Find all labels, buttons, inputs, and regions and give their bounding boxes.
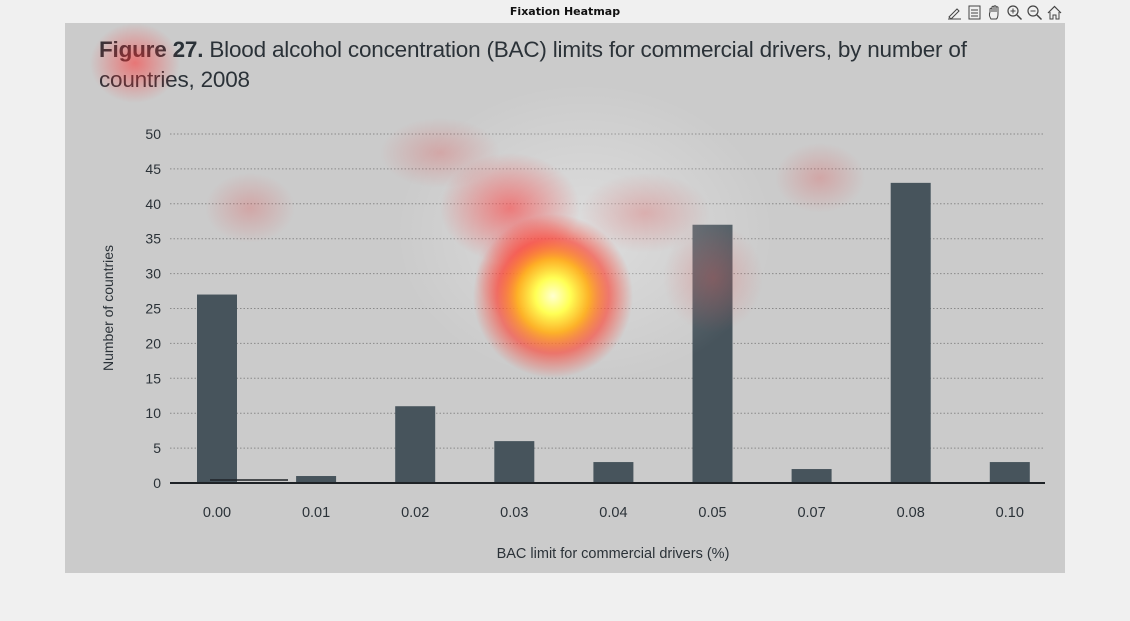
x-tick-label: 0.03 bbox=[500, 505, 528, 521]
x-tick-label: 0.01 bbox=[302, 505, 330, 521]
y-tick-label: 0 bbox=[153, 475, 161, 491]
x-tick-label: 0.05 bbox=[698, 505, 726, 521]
bar-chart: 0 5 10 15 20 25 30 35 40 45 50 0.00 0.01 0.02 0.03 0.04… bbox=[100, 126, 1045, 562]
bar-0.07 bbox=[791, 469, 832, 483]
y-tick-label: 25 bbox=[145, 301, 161, 317]
bar-0.02 bbox=[395, 406, 436, 483]
edit-icon[interactable] bbox=[944, 2, 964, 22]
x-tick-label: 0.00 bbox=[203, 505, 231, 521]
bar-0.05 bbox=[692, 224, 733, 484]
x-tick-label: 0.08 bbox=[897, 505, 925, 521]
x-tick-label: 0.10 bbox=[996, 505, 1024, 521]
x-axis-label: BAC limit for commercial drivers (%) bbox=[497, 546, 730, 562]
y-tick-label: 20 bbox=[145, 335, 161, 351]
page-icon[interactable] bbox=[964, 2, 984, 22]
zoom-out-icon[interactable] bbox=[1024, 2, 1044, 22]
y-tick-label: 35 bbox=[145, 231, 161, 247]
figure-canvas: Figure 27. Blood alcohol concentration (… bbox=[65, 23, 1065, 573]
y-axis-label: Number of countries bbox=[100, 245, 116, 371]
y-tick-label: 5 bbox=[153, 440, 161, 456]
bar-0.10 bbox=[989, 462, 1030, 483]
y-tick-label: 45 bbox=[145, 161, 161, 177]
window-title: Fixation Heatmap bbox=[509, 5, 621, 18]
x-tick-label: 0.04 bbox=[599, 505, 627, 521]
x-tick-label: 0.02 bbox=[401, 505, 429, 521]
figure-toolbar bbox=[944, 2, 1064, 22]
y-tick-label: 50 bbox=[145, 126, 161, 142]
y-tick-label: 30 bbox=[145, 266, 161, 282]
zoom-in-icon[interactable] bbox=[1004, 2, 1024, 22]
y-tick-label: 40 bbox=[145, 196, 161, 212]
bar-0.03 bbox=[494, 441, 535, 483]
bar-0.08 bbox=[890, 182, 931, 484]
bar-0.01 bbox=[296, 476, 337, 483]
bar-0.04 bbox=[593, 462, 634, 483]
pan-hand-icon[interactable] bbox=[984, 2, 1004, 22]
y-tick-label: 10 bbox=[145, 405, 161, 421]
home-icon[interactable] bbox=[1044, 2, 1064, 22]
bar-0.00 bbox=[197, 294, 237, 483]
y-tick-label: 15 bbox=[145, 370, 161, 386]
x-tick-label: 0.07 bbox=[797, 505, 825, 521]
